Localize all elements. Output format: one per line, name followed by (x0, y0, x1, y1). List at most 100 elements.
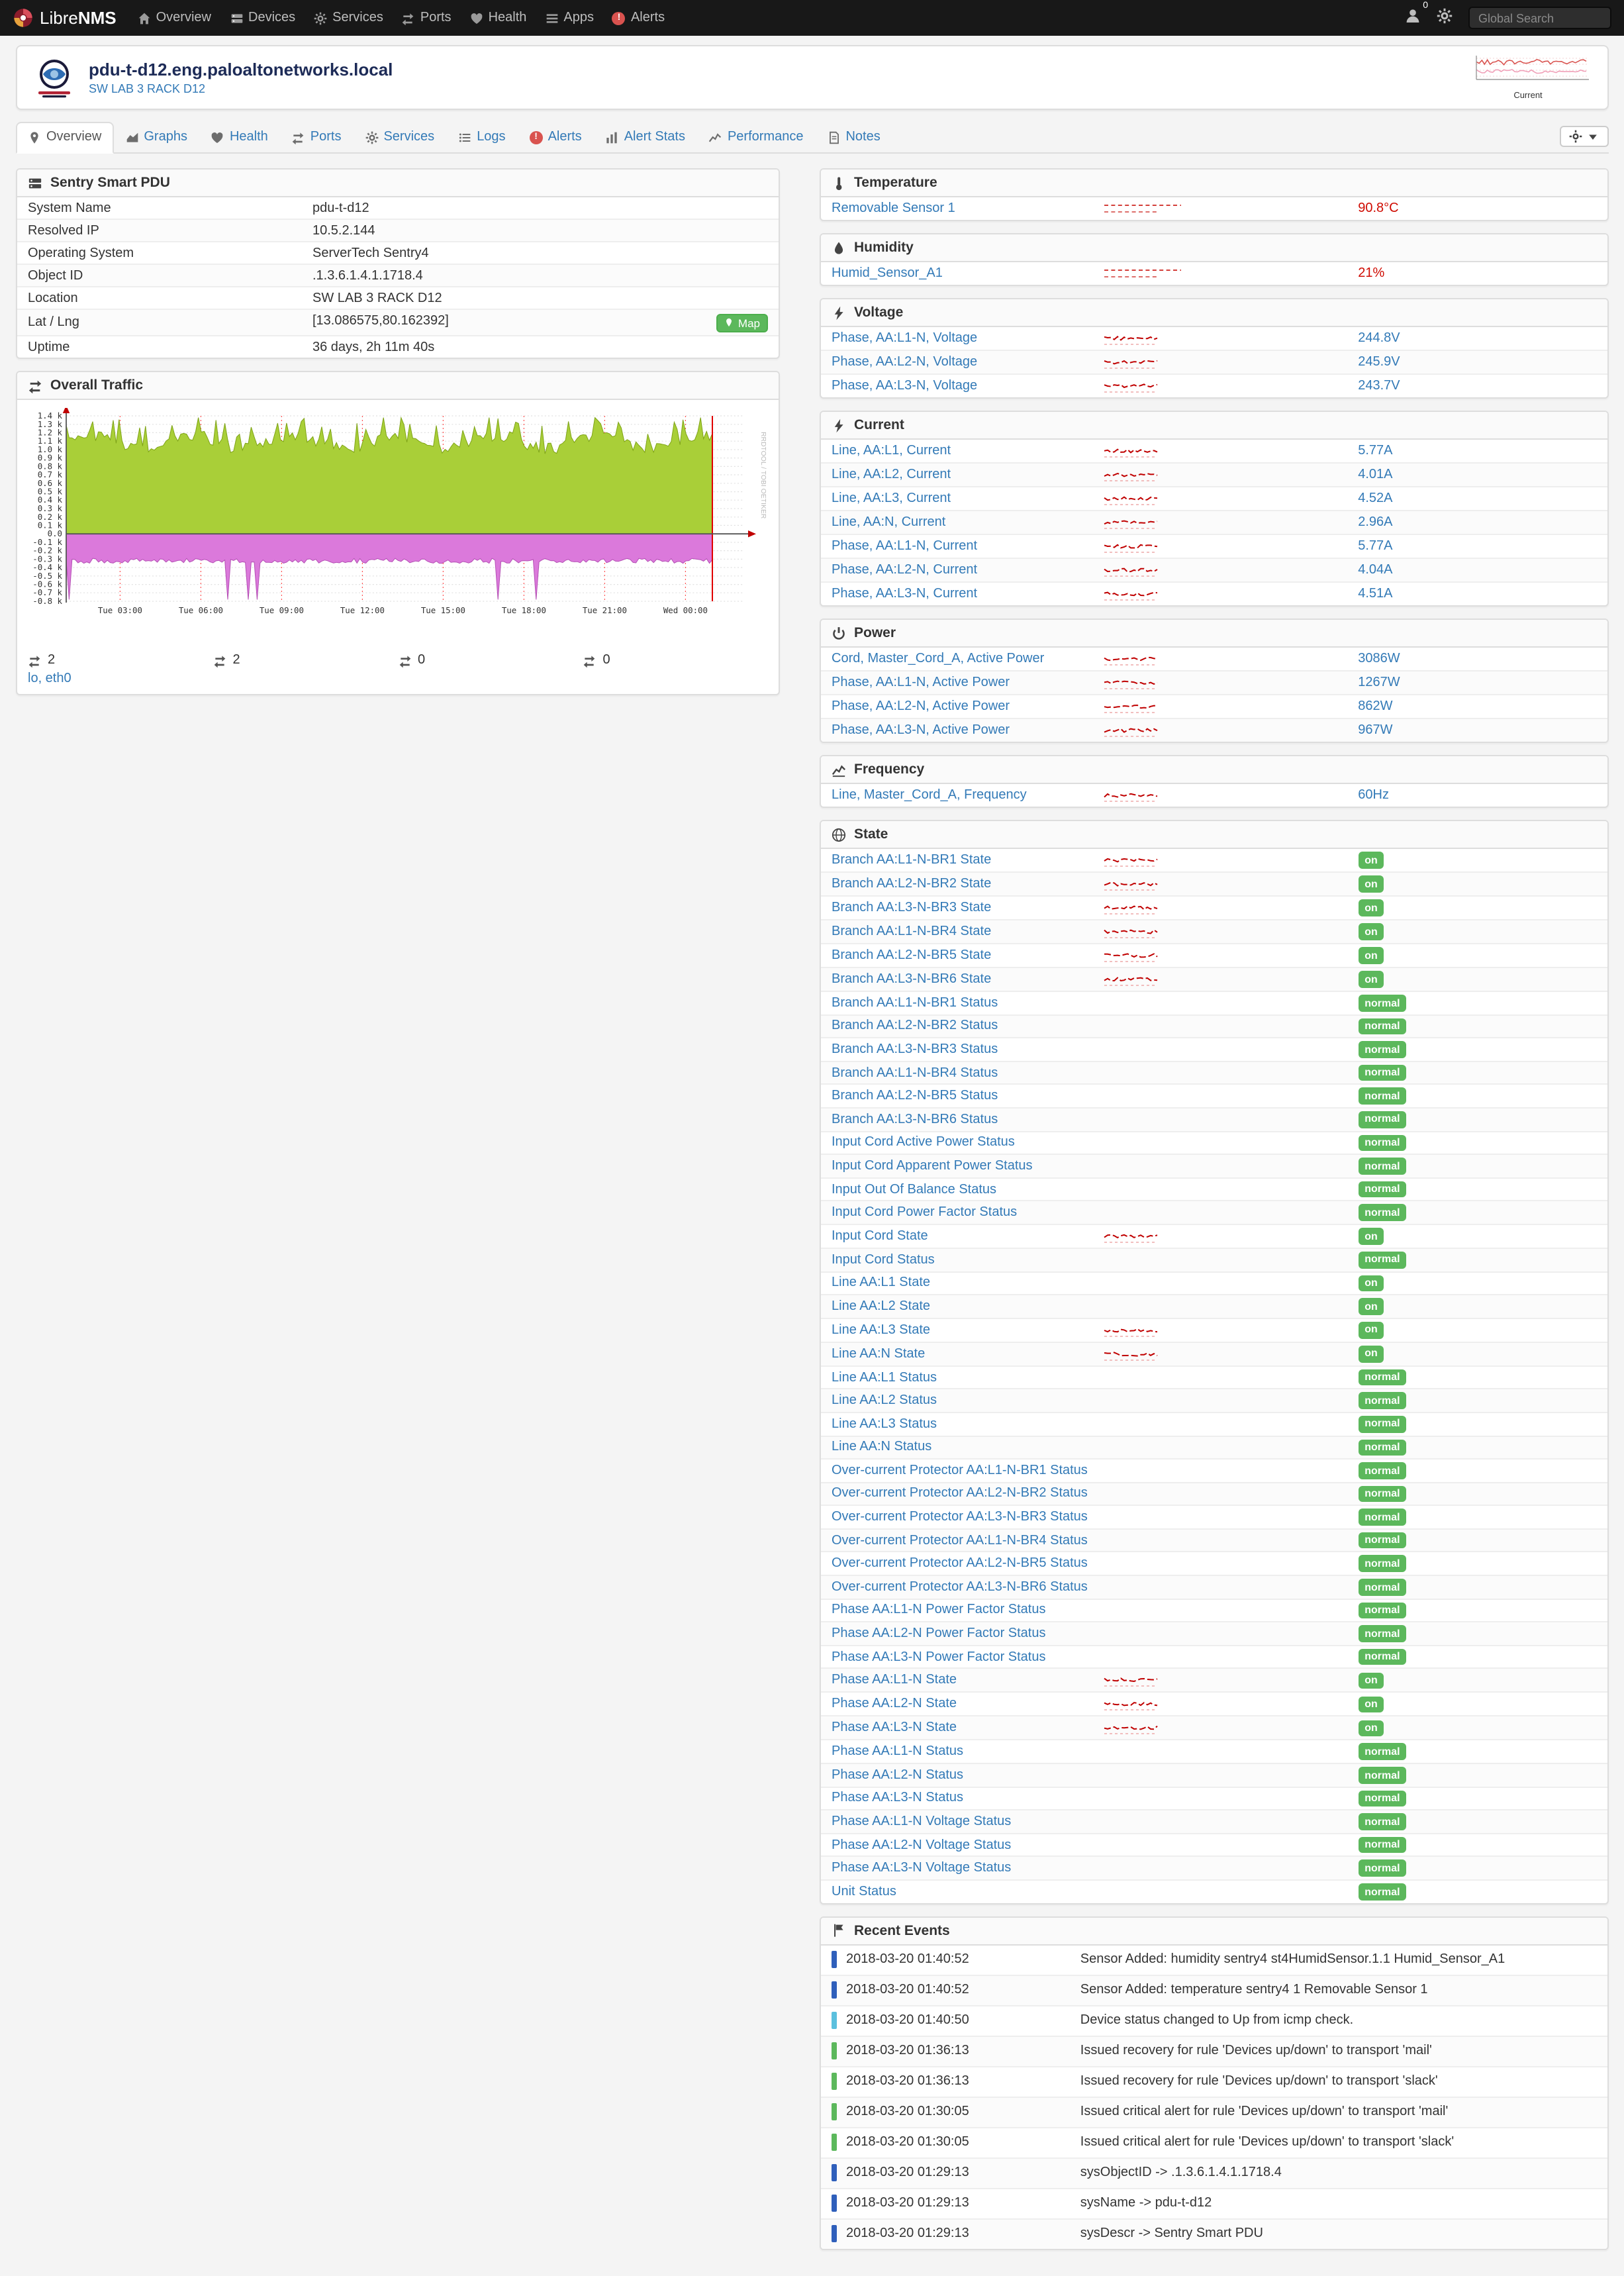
sensor-sparkline[interactable] (1102, 650, 1184, 668)
sensor-label[interactable]: Branch AA:L2-N-BR2 Status (821, 1014, 1088, 1038)
tab-services[interactable]: Services (353, 122, 446, 154)
sensor-label[interactable]: Phase, AA:L1-N, Current (821, 534, 1088, 558)
sensor-label[interactable]: Phase AA:L3-N Power Factor Status (821, 1644, 1088, 1669)
sensor-label[interactable]: Line, AA:L2, Current (821, 462, 1088, 487)
tab-overview[interactable]: Overview (16, 122, 114, 154)
sensor-label[interactable]: Branch AA:L1-N-BR1 State (832, 853, 992, 867)
sensor-label[interactable]: Branch AA:L3-N-BR6 Status (821, 1107, 1088, 1132)
sensor-sparkline[interactable] (1102, 787, 1184, 804)
sensor-sparkline[interactable] (1102, 538, 1184, 555)
sensor-label[interactable]: Over-current Protector AA:L1-N-BR4 Statu… (821, 1528, 1088, 1552)
sensor-label[interactable]: Input Cord Active Power Status (821, 1130, 1088, 1155)
nav-item-alerts[interactable]: ! Alerts (612, 11, 665, 25)
minigraph-current[interactable] (1465, 54, 1591, 83)
sensor-sparkline[interactable] (1102, 514, 1184, 531)
tab-settings-dropdown[interactable] (1559, 126, 1608, 147)
sensor-label[interactable]: Branch AA:L1-N-BR4 State (821, 919, 1088, 944)
tab-health[interactable]: Health (199, 122, 280, 154)
port-count-item[interactable]: 2 (213, 653, 399, 668)
nav-item-devices[interactable]: Devices (230, 11, 295, 25)
sensor-sparkline[interactable] (1102, 377, 1184, 395)
sensor-label[interactable]: Phase AA:L1-N State (821, 1667, 1088, 1693)
tab-performance[interactable]: Performance (697, 122, 816, 154)
sensor-label[interactable]: Phase AA:L3-N Voltage Status (821, 1855, 1088, 1880)
sensor-label[interactable]: Phase, AA:L2-N, Current (821, 558, 1088, 582)
sensor-label[interactable]: Phase, AA:L2-N, Active Power (821, 694, 1088, 718)
settings-gear-icon[interactable] (1436, 6, 1452, 30)
sensor-label[interactable]: Humid_Sensor_A1 (832, 266, 943, 281)
sensor-sparkline[interactable] (1102, 1672, 1184, 1689)
sensor-label[interactable]: Line AA:L1 Status (821, 1365, 1088, 1389)
sensor-sparkline[interactable] (1102, 585, 1184, 603)
user-menu-icon[interactable]: 0 (1404, 1, 1428, 30)
sensor-label[interactable]: Line AA:L1 State (821, 1271, 1088, 1295)
sensor-label[interactable]: Over-current Protector AA:L3-N-BR3 Statu… (821, 1505, 1088, 1529)
sensor-sparkline[interactable] (1102, 466, 1184, 483)
sensor-sparkline[interactable] (1102, 1345, 1184, 1362)
sensor-label[interactable]: Phase AA:L3-N State (821, 1715, 1088, 1740)
sensor-label[interactable]: Line AA:L2 Status (821, 1388, 1088, 1412)
sensor-sparkline[interactable] (1102, 354, 1184, 371)
sensor-label[interactable]: Phase AA:L2-N State (821, 1691, 1088, 1716)
sensor-sparkline[interactable] (1102, 1228, 1184, 1245)
sensor-label[interactable]: Phase AA:L2-N Status (821, 1763, 1088, 1787)
port-count-item[interactable]: 2 (28, 653, 213, 668)
sensor-label[interactable]: Removable Sensor 1 (832, 201, 955, 216)
sensor-label[interactable]: Branch AA:L2-N-BR2 State (821, 871, 1088, 896)
sensor-label[interactable]: Over-current Protector AA:L1-N-BR1 Statu… (821, 1458, 1088, 1483)
sensor-sparkline[interactable] (1102, 947, 1184, 964)
sensor-label[interactable]: Phase, AA:L2-N, Voltage (821, 350, 1088, 374)
sensor-sparkline[interactable] (1102, 1720, 1184, 1737)
sensor-sparkline[interactable] (1102, 265, 1184, 282)
sensor-sparkline[interactable] (1102, 923, 1184, 940)
sensor-label[interactable]: Line AA:N Status (821, 1435, 1088, 1460)
tab-logs[interactable]: Logs (446, 122, 517, 154)
sensor-label[interactable]: Phase AA:L1-N Power Factor Status (821, 1598, 1088, 1622)
sensor-label[interactable]: Input Cord Power Factor Status (821, 1200, 1088, 1224)
sensor-label[interactable]: Over-current Protector AA:L2-N-BR5 Statu… (821, 1551, 1088, 1576)
sensor-label[interactable]: Unit Status (821, 1879, 1088, 1903)
sensor-label[interactable]: Branch AA:L3-N-BR3 Status (821, 1037, 1088, 1062)
map-button[interactable]: Map (716, 313, 768, 332)
librenms-brand[interactable]: LibreNMS (13, 8, 117, 28)
sensor-sparkline[interactable] (1102, 562, 1184, 579)
sensor-sparkline[interactable] (1102, 971, 1184, 988)
sensor-label[interactable]: Phase AA:L1-N Status (821, 1739, 1088, 1764)
sensor-label[interactable]: Phase, AA:L3-N, Active Power (821, 718, 1088, 742)
sensor-label[interactable]: Line AA:L2 State (821, 1294, 1088, 1318)
sensor-sparkline[interactable] (1102, 1696, 1184, 1713)
sensor-label[interactable]: Input Cord Status (821, 1247, 1088, 1272)
sensor-label[interactable]: Input Cord State (821, 1223, 1088, 1248)
sensor-sparkline[interactable] (1102, 722, 1184, 739)
traffic-graph[interactable]: 1.4 k1.3 k1.2 k1.1 k1.0 k0.9 k0.8 k0.7 k… (25, 405, 768, 641)
sensor-sparkline[interactable] (1102, 330, 1184, 347)
sensor-sparkline[interactable] (1102, 674, 1184, 691)
device-minigraph[interactable]: Current (1465, 54, 1591, 101)
device-hostname[interactable]: pdu-t-d12.eng.paloaltonetworks.local (89, 60, 393, 79)
sensor-label[interactable]: Line AA:L3 State (821, 1317, 1088, 1342)
sensor-label[interactable]: Line AA:L3 Status (821, 1411, 1088, 1436)
sensor-label[interactable]: Phase AA:L3-N Status (821, 1786, 1088, 1810)
sensor-label[interactable]: Line, AA:L3, Current (821, 486, 1088, 511)
sensor-label[interactable]: Branch AA:L3-N-BR6 State (821, 967, 1088, 991)
sensor-label[interactable]: Branch AA:L3-N-BR3 State (821, 895, 1088, 920)
nav-item-apps[interactable]: Apps (545, 11, 594, 25)
sensor-label[interactable]: Input Cord Apparent Power Status (821, 1154, 1088, 1178)
global-search-input[interactable] (1468, 7, 1611, 29)
sensor-sparkline[interactable] (1102, 200, 1184, 217)
nav-item-health[interactable]: Health (470, 11, 526, 25)
sensor-label[interactable]: Over-current Protector AA:L3-N-BR6 Statu… (821, 1575, 1088, 1599)
sensor-sparkline[interactable] (1102, 442, 1184, 460)
sensor-sparkline[interactable] (1102, 875, 1184, 893)
sensor-label[interactable]: Line AA:N State (821, 1341, 1088, 1366)
sensor-label[interactable]: Branch AA:L2-N-BR5 State (821, 943, 1088, 967)
sensor-label[interactable]: Line, Master_Cord_A, Frequency (832, 788, 1027, 803)
port-count-item[interactable]: 0 (583, 653, 769, 668)
sensor-label[interactable]: Input Out Of Balance Status (821, 1177, 1088, 1201)
sensor-sparkline[interactable] (1102, 490, 1184, 507)
nav-item-ports[interactable]: Ports (402, 11, 452, 25)
port-count-item[interactable]: 0 (398, 653, 583, 668)
sensor-sparkline[interactable] (1102, 698, 1184, 715)
sensor-label[interactable]: Over-current Protector AA:L2-N-BR2 Statu… (821, 1481, 1088, 1506)
device-location[interactable]: SW LAB 3 RACK D12 (89, 82, 206, 95)
